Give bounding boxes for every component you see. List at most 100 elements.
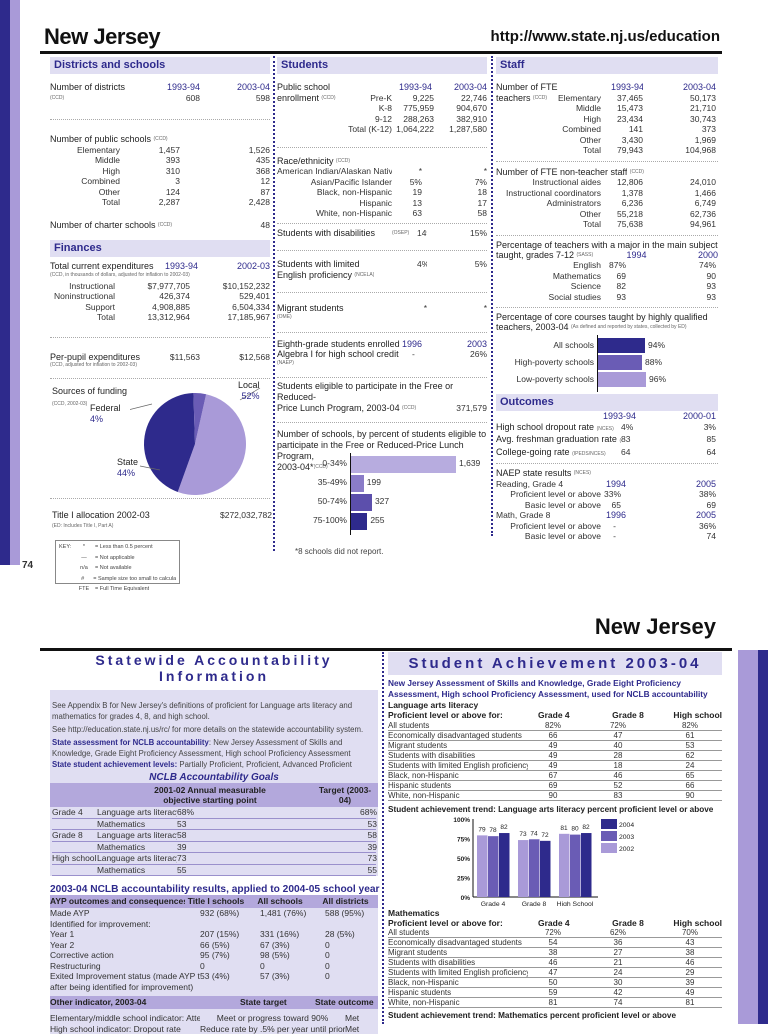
table-cell: Basic level or above — [496, 500, 601, 511]
table-cell: 1,526 — [180, 145, 270, 156]
table-cell: 62,736 — [643, 209, 716, 220]
table-cell: 90 — [528, 791, 578, 800]
key-text: = Full Time Equivalent — [91, 584, 149, 595]
table-cell: 1,378 — [601, 188, 643, 199]
table-cell: 1,457 — [120, 145, 180, 156]
key-text: = Sample size too small to calculate — [89, 574, 176, 585]
col-header: Grade 4 — [538, 710, 598, 721]
key-label — [59, 584, 77, 595]
table-cell: Year 1 — [50, 929, 200, 940]
table-cell: 1,064,222 — [392, 124, 434, 135]
table-cell: 17 — [422, 198, 487, 209]
table-row: Proficient level or above-36% — [496, 521, 718, 532]
table-cell: Restructuring — [50, 961, 200, 972]
table-cell: Mathematics — [97, 842, 177, 853]
column-divider — [273, 56, 275, 551]
y-tick-label: 0% — [461, 895, 471, 902]
table-row: Basic level or above-74 — [496, 531, 718, 542]
bar-label: 75-100% — [287, 515, 347, 525]
label: Percentage of teachers with a major in t… — [496, 240, 718, 250]
table-cell: 72% — [578, 721, 658, 730]
data-label: 82 — [500, 824, 508, 831]
table-cell: 49 — [528, 751, 578, 760]
table-cell: 49 — [528, 761, 578, 770]
year: 2005 — [636, 479, 716, 490]
table-cell: Migrant students — [388, 741, 528, 750]
table-cell: Black, non-Hispanic — [277, 187, 392, 198]
key-item: KEY:*= Less than 0.5 percent — [59, 542, 176, 553]
key-item: #= Sample size too small to calculate — [59, 574, 176, 585]
table-cell: 0 — [325, 961, 378, 972]
page-side-band-light — [10, 0, 20, 565]
table-cell: Students with limited English proficienc… — [388, 761, 528, 770]
bar-value: 96% — [649, 374, 666, 384]
table-cell: 310 — [120, 166, 180, 177]
data-label: 74 — [530, 830, 538, 837]
label: Migrant students — [277, 303, 417, 314]
table-cell: Students with disabilities — [388, 958, 528, 967]
data-label: 81 — [560, 824, 568, 831]
key-symbol: — — [77, 553, 91, 564]
paragraph: See Appendix B for New Jersey's definiti… — [52, 700, 376, 722]
table-cell: 36% — [616, 521, 716, 532]
table-cell: 62% — [578, 928, 658, 937]
table-cell: Language arts literacy — [97, 807, 177, 818]
year: 2003-04 — [200, 82, 270, 93]
table-cell: Mathematics — [496, 271, 601, 282]
table-cell: 30,743 — [643, 114, 716, 125]
table-cell — [325, 919, 378, 930]
key-symbol: n/a — [77, 563, 91, 574]
bar — [598, 338, 645, 353]
table-cell: Total — [50, 312, 115, 323]
table-cell: Instructional coordinators — [496, 188, 601, 199]
table-cell: 50 — [528, 978, 578, 987]
label: teachers, 2003-04 — [496, 322, 569, 333]
table-cell: 0 — [325, 950, 378, 961]
table-cell: 73 — [307, 853, 377, 864]
table-cell: 28 — [578, 751, 658, 760]
table-cell: - — [601, 521, 616, 532]
table-cell: 82% — [528, 721, 578, 730]
table-cell: Meet or progress toward 90% — [200, 1013, 345, 1024]
table-cell: 81 — [528, 998, 578, 1007]
table-cell: 69 — [621, 500, 716, 511]
value: 14% — [417, 228, 427, 239]
value: 26% — [427, 349, 487, 360]
label: Avg. freshman graduation rate (NCES) — [496, 434, 621, 447]
label: Eighth-grade students enrolled in — [277, 339, 402, 350]
state-url[interactable]: http://www.state.nj.us/education — [491, 28, 720, 45]
value: 608 — [160, 93, 200, 104]
col-header: AYP outcomes and consequences — [50, 895, 185, 908]
table-cell: 1,466 — [643, 188, 716, 199]
key-symbol: FTE — [77, 584, 91, 595]
table-cell: 21,710 — [643, 103, 716, 114]
table-cell: after being identified for improvement) — [50, 982, 200, 993]
table-cell: 74 — [616, 531, 716, 542]
bar — [351, 456, 456, 473]
key-label — [59, 553, 77, 564]
table-cell: 2,428 — [180, 197, 270, 208]
x-tick-label: Grade 8 — [522, 901, 547, 906]
key-label — [59, 563, 77, 574]
source: (CCD, 2002-03) — [52, 401, 87, 407]
label: Price Lunch Program, 2003-04 — [277, 403, 400, 414]
table-cell: 18 — [422, 187, 487, 198]
page-side-band-light — [738, 650, 758, 1024]
table-cell: Economically disadvantaged students — [388, 731, 528, 740]
table-cell: Asian/Pacific Islander — [277, 177, 392, 188]
col-header: Other indicator, 2003-04 — [50, 996, 240, 1009]
col-header: High school — [658, 710, 722, 721]
source: (ED: Includes Title I, Part A) — [52, 523, 113, 529]
subject-label: Mathematics — [388, 908, 722, 918]
source: (CCD, adjusted for inflation to 2002-03) — [50, 362, 270, 368]
